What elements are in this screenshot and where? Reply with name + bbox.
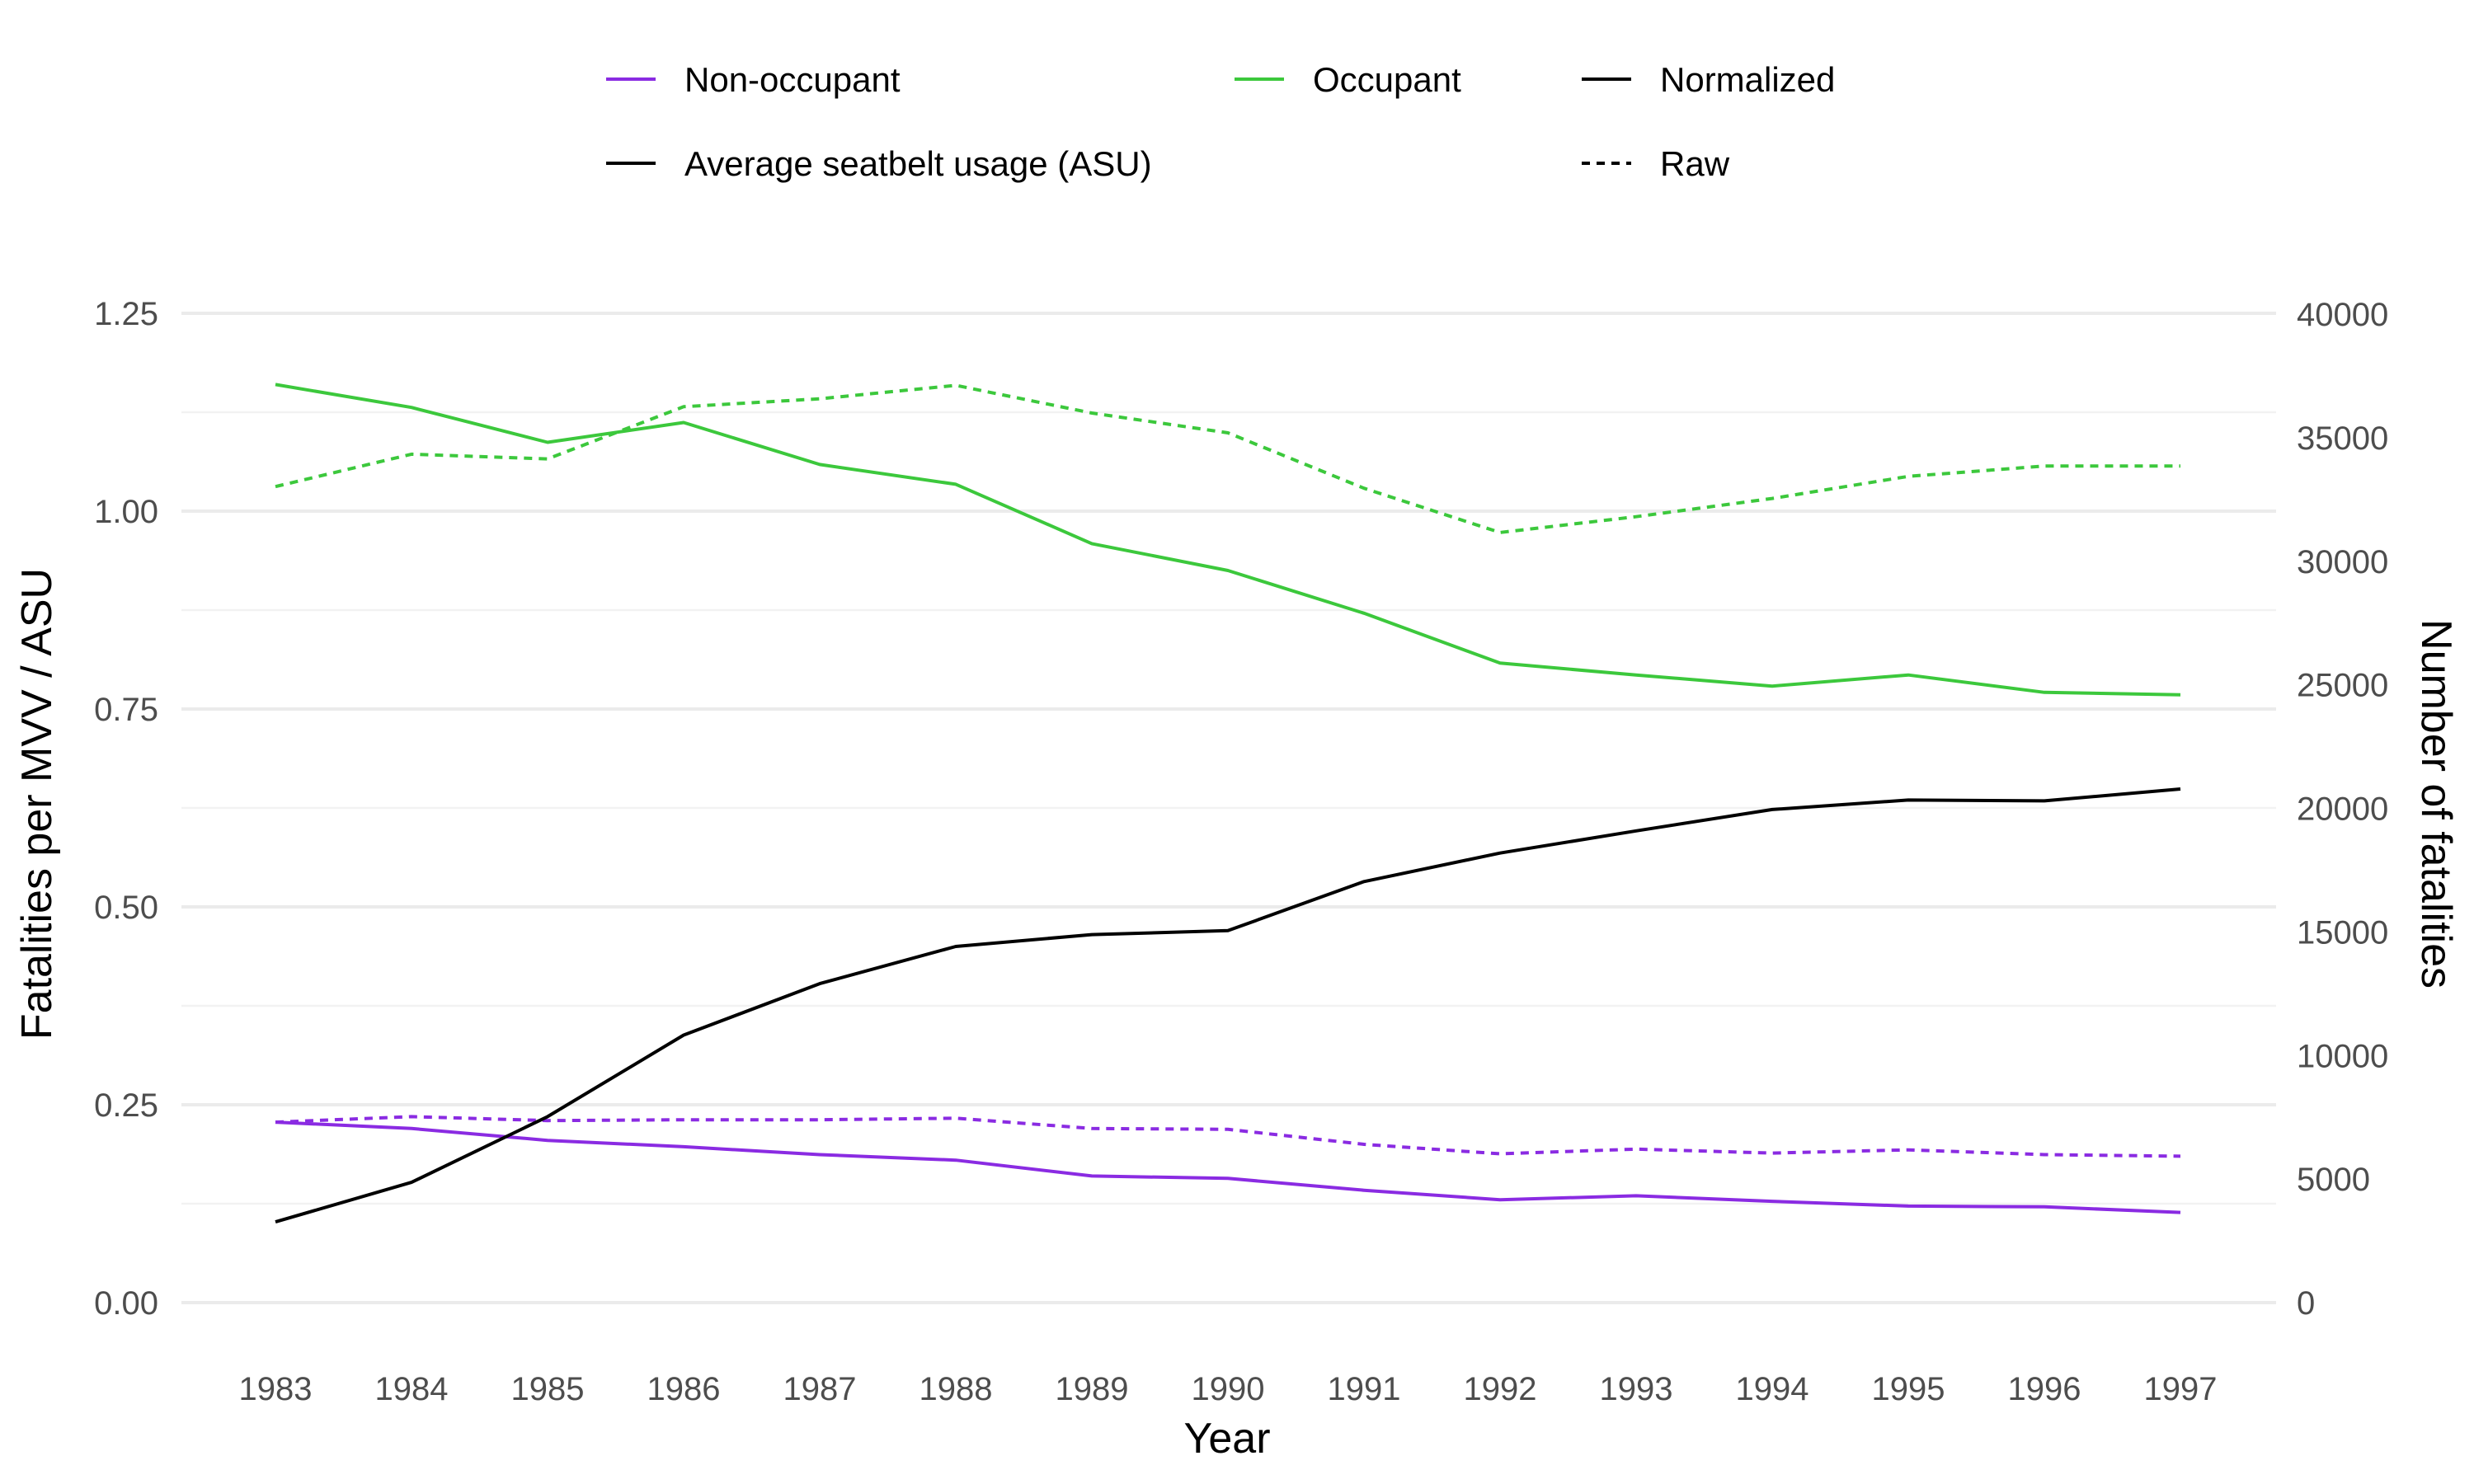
y-right-tick-label: 20000 [2297,791,2388,828]
y-right-tick-label: 0 [2297,1285,2315,1322]
y-right-tick-label: 25000 [2297,668,2388,704]
y-axis-right-title: Number of fatalities [2412,619,2460,989]
legend-label: Occupant [1313,60,1461,99]
legend-label: Non-occupant [684,60,901,99]
y-left-tick-label: 1.25 [94,296,158,332]
x-tick-label: 1989 [1056,1371,1129,1407]
legend: Non-occupant Occupant Normalized Average se… [606,60,1835,183]
y-left-tick-label: 0.50 [94,890,158,926]
x-tick-label: 1996 [2008,1371,2081,1407]
y-axis-right: 0 5000 10000 15000 20000 25000 30000 35000 40000 [2297,297,2388,1322]
y-right-tick-label: 30000 [2297,544,2388,580]
y-right-tick-label: 10000 [2297,1038,2388,1074]
y-axis-left: 0.00 0.25 0.50 0.75 1.00 1.25 [94,296,158,1322]
y-right-tick-label: 35000 [2297,420,2388,457]
x-tick-label: 1985 [511,1371,585,1407]
x-tick-label: 1984 [375,1371,449,1407]
x-tick-label: 1993 [1600,1371,1673,1407]
x-axis-title: Year [1183,1415,1270,1463]
y-right-tick-label: 15000 [2297,914,2388,951]
grid [181,312,2276,1304]
series-line-non-occupant-normalized [275,1120,2181,1214]
series-line-non-occupant-raw [275,1115,2181,1158]
x-tick-label: 1988 [920,1371,993,1407]
series-line-average-seatbelt-usage-asu-normalized [275,787,2181,1224]
x-tick-label: 1992 [1464,1371,1537,1407]
legend-label: Normalized [1660,60,1835,99]
x-tick-label: 1994 [1736,1371,1809,1407]
legend-item-raw: Raw [1582,144,1730,183]
y-left-tick-label: 0.00 [94,1285,158,1322]
y-right-tick-label: 40000 [2297,297,2388,333]
y-axis-left-title: Fatalities per MVV / ASU [13,568,61,1040]
legend-item-non-occupant: Non-occupant [606,60,901,99]
legend-item-asu: Average seatbelt usage (ASU) [606,144,1152,183]
legend-item-normalized: Normalized [1582,60,1835,99]
x-tick-label: 1991 [1328,1371,1401,1407]
x-axis: 1983 1984 1985 1986 1987 1988 1989 1990 1991 1992… [239,1371,2218,1407]
x-tick-label: 1995 [1872,1371,1945,1407]
series-line-occupant-normalized [275,383,2181,697]
x-tick-label: 1983 [239,1371,313,1407]
y-left-tick-label: 0.75 [94,692,158,728]
series-line-occupant-raw [275,383,2180,534]
x-tick-label: 1987 [783,1371,857,1407]
x-tick-label: 1986 [647,1371,721,1407]
plot-lines [275,383,2181,1224]
legend-item-occupant: Occupant [1235,60,1461,99]
legend-label: Raw [1660,144,1730,183]
y-left-tick-label: 1.00 [94,494,158,530]
legend-label: Average seatbelt usage (ASU) [684,144,1152,183]
y-left-tick-label: 0.25 [94,1087,158,1124]
x-tick-label: 1990 [1192,1371,1265,1407]
x-tick-label: 1997 [2144,1371,2218,1407]
y-right-tick-label: 5000 [2297,1162,2370,1198]
